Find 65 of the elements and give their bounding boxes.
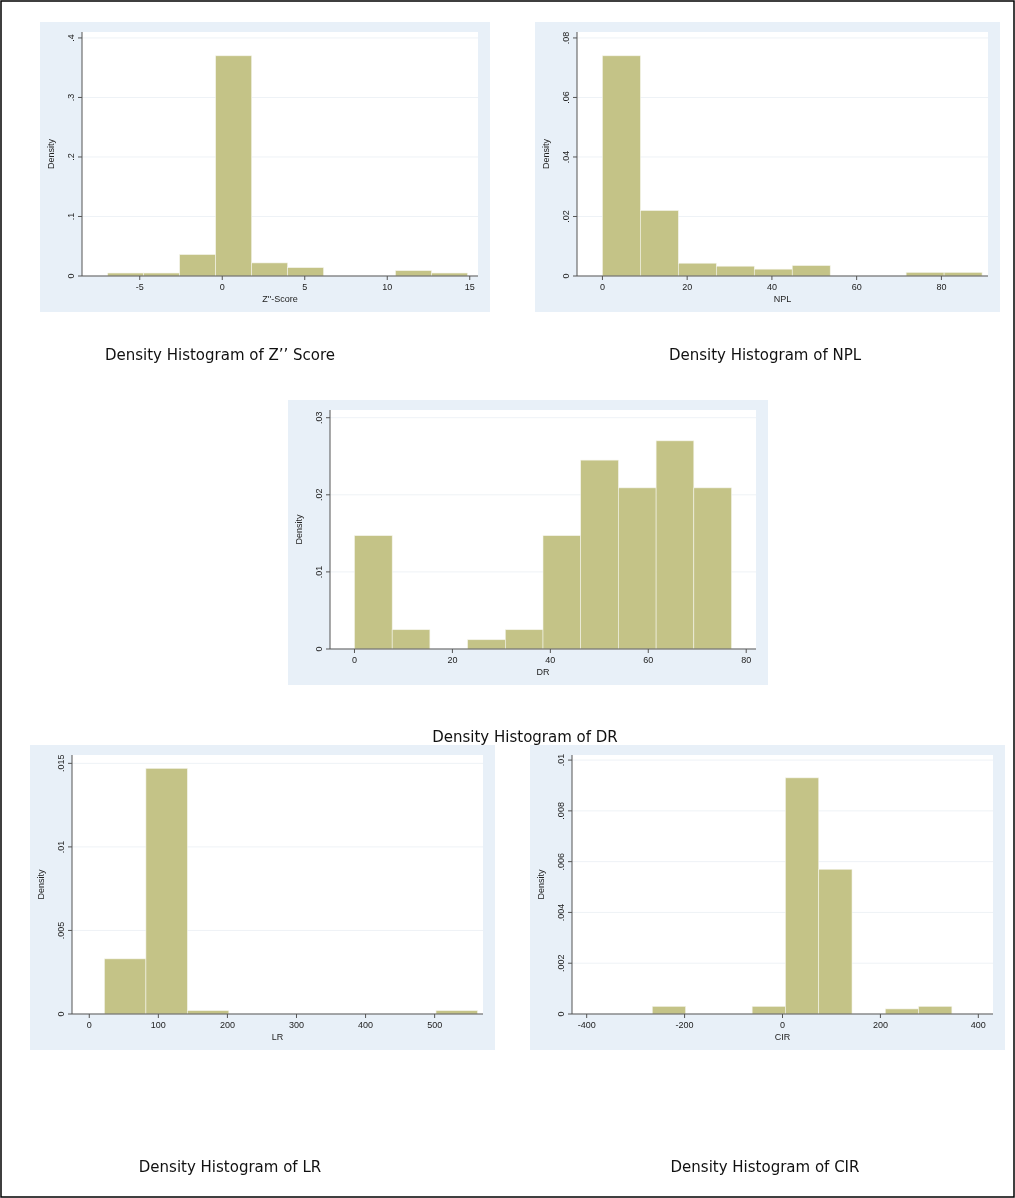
x-tick-label: 0 [219, 282, 225, 292]
x-tick-label: 60 [643, 655, 654, 665]
y-tick-label: .02 [561, 210, 571, 223]
y-tick-label: .3 [66, 93, 76, 102]
y-axis-title: Density [36, 869, 46, 900]
x-tick-label: 400 [970, 1020, 986, 1030]
x-tick-label: 5 [302, 282, 308, 292]
x-axis-title: LR [271, 1032, 284, 1042]
x-tick-label: 400 [358, 1020, 374, 1030]
x-tick-label: 60 [851, 282, 862, 292]
x-tick-label: 0 [779, 1020, 786, 1030]
x-tick-label: 40 [766, 282, 777, 292]
text: Density Histogram of CIR [670, 1158, 860, 1176]
x-axis-title: DR [536, 667, 550, 677]
x-axis-title: CIR [774, 1032, 791, 1042]
y-axis-title: Density [541, 138, 551, 170]
x-tick-label: 300 [288, 1020, 305, 1030]
y-tick-label: 0 [556, 1011, 566, 1017]
y-tick-label: .01 [556, 753, 566, 767]
y-axis-title: Density [536, 869, 546, 900]
x-tick-label: 0 [351, 655, 357, 665]
x-tick-label: -5 [135, 282, 144, 292]
y-tick-label: .2 [66, 153, 76, 161]
text: Density Histogram of Z’’ Score [104, 346, 336, 364]
x-tick-label: 200 [219, 1020, 235, 1030]
y-tick-label: .4 [66, 34, 76, 42]
x-tick-label: 0 [86, 1020, 92, 1030]
x-tick-label: 40 [545, 655, 556, 665]
x-tick-label: 20 [682, 282, 693, 292]
y-tick-label: .006 [556, 852, 566, 871]
x-tick-label: 10 [382, 282, 393, 292]
y-tick-label: .005 [56, 921, 66, 940]
y-tick-label: .1 [66, 212, 76, 221]
x-tick-label: -200 [675, 1020, 694, 1030]
y-tick-label: .03 [314, 411, 324, 424]
y-axis-title: Density [294, 514, 304, 545]
y-tick-label: .01 [314, 565, 324, 579]
y-tick-label: .01 [56, 840, 66, 854]
y-tick-label: .08 [561, 31, 571, 45]
y-tick-label: .004 [556, 903, 566, 922]
x-tick-label: 80 [741, 655, 752, 665]
y-tick-label: .04 [561, 150, 571, 164]
y-tick-label: .015 [56, 754, 66, 773]
y-tick-label: 0 [66, 273, 76, 279]
x-tick-label: 15 [464, 282, 475, 292]
x-tick-label: 80 [936, 282, 947, 292]
y-tick-label: 0 [314, 646, 324, 652]
x-axis-title: Z''-Score [262, 294, 298, 304]
x-axis-title: NPL [773, 294, 792, 304]
x-tick-label: 0 [599, 282, 605, 292]
x-tick-label: 500 [427, 1020, 443, 1030]
y-tick-label: 0 [561, 273, 571, 279]
y-tick-label: .008 [556, 802, 566, 820]
y-tick-label: 0 [56, 1011, 66, 1017]
y-axis-title: Density [46, 138, 56, 170]
text: Density Histogram of DR [432, 728, 618, 746]
x-tick-label: 100 [150, 1020, 166, 1030]
y-tick-label: .002 [556, 954, 566, 972]
x-tick-label: 200 [872, 1020, 888, 1030]
y-tick-label: .06 [561, 91, 571, 104]
x-tick-label: 20 [447, 655, 458, 665]
y-tick-label: .02 [314, 488, 324, 502]
text: Density Histogram of NPL [668, 346, 862, 364]
x-tick-label: -400 [577, 1020, 596, 1030]
text: Density Histogram of LR [138, 1158, 322, 1176]
